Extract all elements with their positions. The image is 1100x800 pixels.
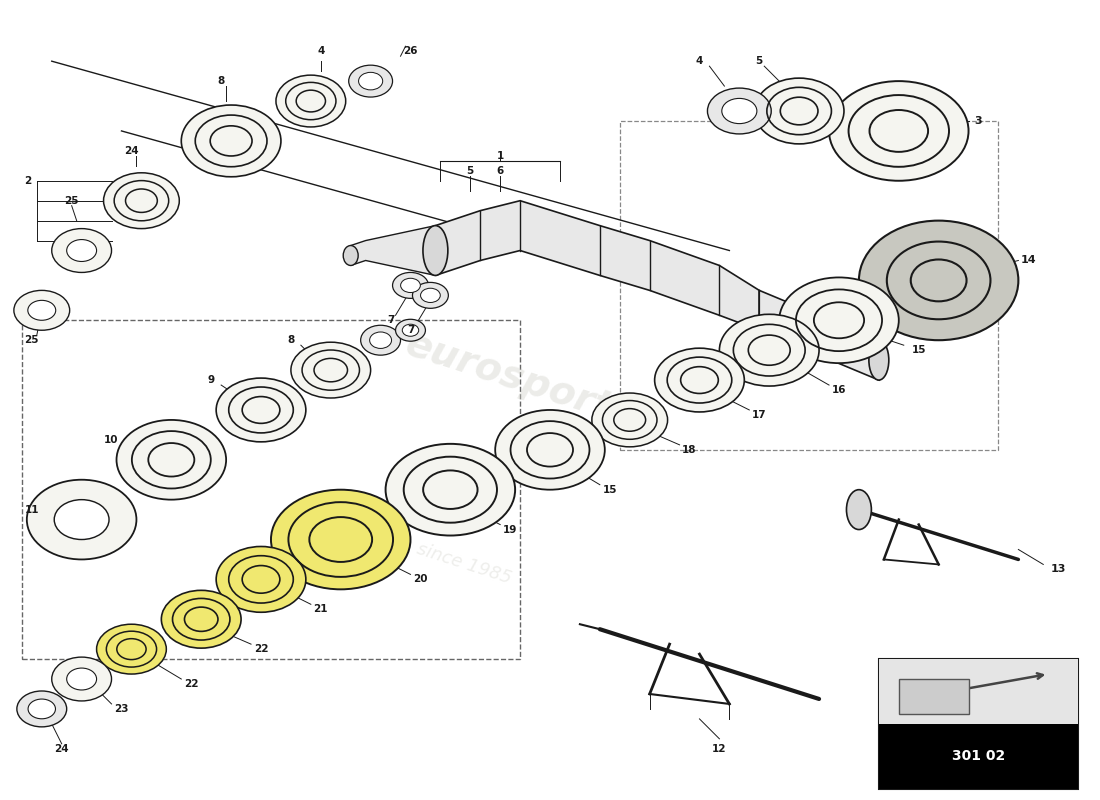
Text: 17: 17 (752, 410, 767, 420)
Ellipse shape (722, 98, 757, 124)
Ellipse shape (359, 72, 383, 90)
Ellipse shape (276, 75, 345, 127)
Ellipse shape (29, 699, 55, 718)
Text: 21: 21 (314, 604, 328, 614)
Text: 24: 24 (124, 146, 139, 156)
Ellipse shape (162, 590, 241, 648)
Text: 8: 8 (287, 335, 295, 346)
Text: eurosports: eurosports (400, 325, 639, 435)
Ellipse shape (361, 326, 400, 355)
Text: 18: 18 (682, 445, 696, 455)
Polygon shape (759, 290, 879, 380)
Ellipse shape (97, 624, 166, 674)
Ellipse shape (217, 546, 306, 612)
Ellipse shape (755, 78, 844, 144)
Ellipse shape (859, 221, 1019, 340)
Text: 14: 14 (1021, 255, 1036, 266)
Text: 6: 6 (496, 166, 504, 176)
Text: 22: 22 (184, 679, 198, 689)
Text: 2: 2 (24, 176, 32, 186)
Text: 15: 15 (912, 345, 926, 355)
FancyBboxPatch shape (879, 724, 1078, 789)
Ellipse shape (592, 393, 668, 447)
Ellipse shape (117, 420, 227, 500)
Text: 5: 5 (756, 56, 763, 66)
Text: 25: 25 (24, 335, 40, 346)
Text: 26: 26 (404, 46, 418, 56)
Text: 25: 25 (65, 196, 79, 206)
Ellipse shape (403, 324, 419, 336)
Ellipse shape (412, 282, 449, 308)
Text: 3: 3 (975, 116, 982, 126)
Text: 1: 1 (496, 151, 504, 161)
Ellipse shape (654, 348, 745, 412)
Text: 19: 19 (503, 525, 517, 534)
Polygon shape (436, 201, 759, 330)
Ellipse shape (67, 668, 97, 690)
Ellipse shape (420, 288, 440, 302)
Ellipse shape (869, 340, 889, 380)
Ellipse shape (829, 81, 968, 181)
Text: a passion since 1985: a passion since 1985 (328, 512, 514, 587)
Ellipse shape (26, 480, 136, 559)
Text: 7: 7 (407, 326, 415, 335)
Text: 10: 10 (104, 435, 119, 445)
Ellipse shape (290, 342, 371, 398)
Ellipse shape (396, 319, 426, 342)
Ellipse shape (14, 290, 69, 330)
Text: 4: 4 (317, 46, 324, 56)
Ellipse shape (271, 490, 410, 590)
FancyBboxPatch shape (899, 679, 968, 714)
Text: 4: 4 (696, 56, 703, 66)
Ellipse shape (400, 278, 420, 293)
Ellipse shape (52, 657, 111, 701)
Text: 9: 9 (208, 375, 214, 385)
Text: 5: 5 (466, 166, 474, 176)
Text: 20: 20 (414, 574, 428, 584)
Ellipse shape (52, 229, 111, 273)
Ellipse shape (422, 226, 448, 275)
Ellipse shape (779, 278, 899, 363)
Ellipse shape (103, 173, 179, 229)
Ellipse shape (28, 300, 56, 320)
Ellipse shape (719, 314, 820, 386)
Text: 22: 22 (254, 644, 268, 654)
Ellipse shape (370, 332, 392, 349)
Text: 15: 15 (603, 485, 617, 494)
Ellipse shape (707, 88, 771, 134)
Text: 24: 24 (54, 744, 69, 754)
Ellipse shape (343, 246, 359, 266)
Text: 8: 8 (218, 76, 224, 86)
Text: 7: 7 (387, 315, 394, 326)
Text: 11: 11 (24, 505, 40, 514)
FancyBboxPatch shape (879, 659, 1078, 789)
Ellipse shape (182, 105, 280, 177)
Polygon shape (351, 226, 436, 275)
Ellipse shape (16, 691, 67, 727)
Ellipse shape (54, 500, 109, 539)
Ellipse shape (393, 273, 428, 298)
Text: 13: 13 (1050, 565, 1066, 574)
Ellipse shape (349, 65, 393, 97)
Ellipse shape (847, 490, 871, 530)
Text: 16: 16 (832, 385, 846, 395)
Ellipse shape (217, 378, 306, 442)
FancyBboxPatch shape (879, 659, 1078, 724)
Ellipse shape (386, 444, 515, 535)
Text: 23: 23 (114, 704, 129, 714)
Text: 12: 12 (712, 744, 727, 754)
Ellipse shape (67, 239, 97, 262)
Ellipse shape (495, 410, 605, 490)
Text: 301 02: 301 02 (952, 750, 1005, 763)
